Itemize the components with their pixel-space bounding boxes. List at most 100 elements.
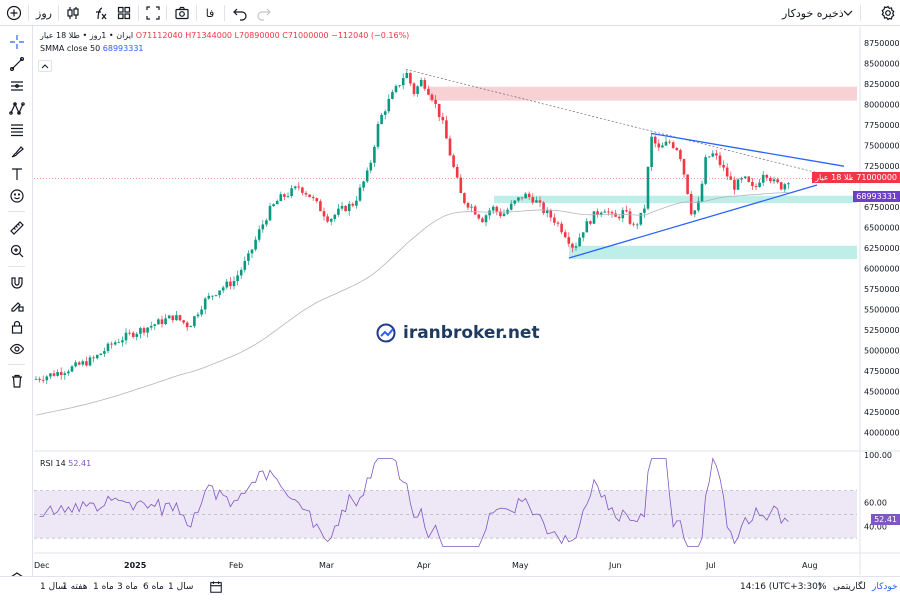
candle-body bbox=[95, 355, 99, 359]
price-tick-label: 72500000 bbox=[864, 162, 900, 171]
emoji-tool[interactable] bbox=[6, 185, 28, 207]
candle-body bbox=[322, 211, 326, 217]
fullscreen-button[interactable] bbox=[143, 3, 163, 23]
candle-body bbox=[635, 224, 639, 226]
pattern-tool[interactable] bbox=[6, 97, 28, 119]
candle-body bbox=[581, 232, 585, 238]
candle-body bbox=[427, 88, 430, 95]
candle-body bbox=[434, 99, 437, 104]
horizontal-lines-tool[interactable] bbox=[6, 75, 28, 97]
candle-body bbox=[639, 212, 643, 225]
rsi-legend[interactable]: RSI 14 52.41 bbox=[40, 459, 91, 468]
candle-body bbox=[715, 153, 718, 156]
range-1y-b[interactable]: 1 سال bbox=[168, 582, 194, 592]
zone-support-1 bbox=[494, 195, 857, 204]
range-1m[interactable]: 1 ماه bbox=[93, 582, 114, 592]
ruler-icon bbox=[10, 221, 24, 235]
candle-body bbox=[412, 83, 416, 94]
log-toggle[interactable]: لگاریتمی bbox=[833, 582, 866, 592]
price-tick-label: 87500000 bbox=[864, 39, 900, 48]
magnet-tool[interactable] bbox=[6, 272, 28, 294]
candle-body bbox=[207, 295, 211, 299]
clock-readout[interactable]: 14:16 (UTC+3:30) bbox=[740, 582, 822, 592]
candle-body bbox=[110, 343, 113, 345]
price-tick-label: 60000000 bbox=[864, 265, 900, 274]
range-1y[interactable]: 1 سال bbox=[40, 582, 66, 592]
candle-body bbox=[167, 315, 171, 319]
candle-body bbox=[754, 186, 758, 187]
add-symbol-button[interactable] bbox=[4, 3, 24, 23]
rsi-tick-label: 100.00 bbox=[864, 451, 892, 460]
templates-button[interactable] bbox=[114, 3, 134, 23]
range-3m[interactable]: 3 ماه bbox=[117, 582, 138, 592]
candle-body bbox=[614, 213, 617, 217]
collapse-legend-button[interactable] bbox=[38, 60, 52, 72]
candle-body bbox=[113, 342, 117, 345]
date-range-button[interactable] bbox=[209, 580, 223, 597]
candle-body bbox=[689, 193, 693, 215]
candle-body bbox=[675, 147, 679, 151]
candle-body bbox=[52, 373, 56, 376]
auto-toggle[interactable]: خودکار bbox=[872, 582, 898, 592]
zoom-tool[interactable] bbox=[6, 240, 28, 262]
time-tick-label: Mar bbox=[319, 561, 335, 570]
fib-tool[interactable] bbox=[6, 119, 28, 141]
snapshot-button[interactable] bbox=[172, 3, 192, 23]
save-dropdown-chevron[interactable] bbox=[838, 3, 858, 23]
redo-button[interactable] bbox=[254, 3, 274, 23]
candle-body bbox=[311, 197, 315, 199]
text-tool[interactable] bbox=[6, 163, 28, 185]
candle-body bbox=[373, 146, 376, 163]
chart-type-button[interactable] bbox=[63, 3, 83, 23]
candle-body bbox=[387, 98, 391, 112]
candle-body bbox=[632, 223, 635, 225]
candle-body bbox=[301, 187, 304, 193]
symbol-legend[interactable]: ایران • 1روز • طلا 18 عیار O71112040 H71… bbox=[40, 31, 409, 40]
gear-icon bbox=[881, 5, 895, 21]
candle-body bbox=[128, 332, 131, 334]
lock-tool[interactable] bbox=[6, 316, 28, 338]
candle-body bbox=[74, 362, 77, 367]
alerts-button[interactable]: فا bbox=[205, 6, 215, 20]
range-6m[interactable]: 6 ماه bbox=[143, 582, 164, 592]
save-button[interactable]: ذخیره خودکار bbox=[782, 6, 844, 20]
candle-body bbox=[553, 217, 556, 223]
candle-body bbox=[383, 111, 387, 115]
smma-legend[interactable]: SMMA close 50 68993331 bbox=[40, 44, 144, 53]
candle-body bbox=[81, 361, 85, 365]
range-1w[interactable]: 1 هفته bbox=[62, 582, 88, 592]
settings-button[interactable] bbox=[878, 3, 898, 23]
ruler-tool[interactable] bbox=[6, 217, 28, 239]
candle-body bbox=[733, 179, 736, 190]
candle-body bbox=[405, 73, 409, 79]
visibility-tool[interactable] bbox=[6, 338, 28, 360]
crosshair-tool[interactable] bbox=[6, 31, 28, 53]
candle-body bbox=[131, 332, 135, 337]
price-tick-label: 40000000 bbox=[864, 429, 900, 438]
indicators-button[interactable] bbox=[90, 3, 110, 23]
candle-body bbox=[556, 222, 560, 224]
divider bbox=[28, 5, 29, 21]
time-tick-label: Feb bbox=[229, 561, 243, 570]
trendline-tool[interactable] bbox=[6, 53, 28, 75]
brush-tool[interactable] bbox=[6, 141, 28, 163]
candle-body bbox=[488, 210, 491, 216]
remove-drawings-tool[interactable] bbox=[6, 370, 28, 392]
interval-button[interactable]: روز bbox=[36, 6, 52, 20]
candle-body bbox=[41, 379, 45, 381]
candle-body bbox=[340, 206, 344, 209]
candle-body bbox=[646, 166, 650, 209]
candle-body bbox=[142, 328, 146, 333]
candle-body bbox=[589, 221, 592, 224]
time-tick-label: Apr bbox=[417, 561, 432, 570]
stay-in-drawing-tool[interactable] bbox=[6, 294, 28, 316]
undo-button[interactable] bbox=[230, 3, 250, 23]
candle-body bbox=[603, 211, 607, 213]
percent-toggle[interactable]: % bbox=[818, 582, 827, 592]
candle-body bbox=[625, 210, 628, 212]
chart-canvas[interactable]: 87500000 85000000 82500000 80000000 77500000… bbox=[34, 27, 900, 575]
candle-body bbox=[203, 298, 207, 310]
candle-body bbox=[542, 202, 545, 214]
candle-body bbox=[391, 92, 394, 99]
candle-body bbox=[344, 206, 347, 212]
